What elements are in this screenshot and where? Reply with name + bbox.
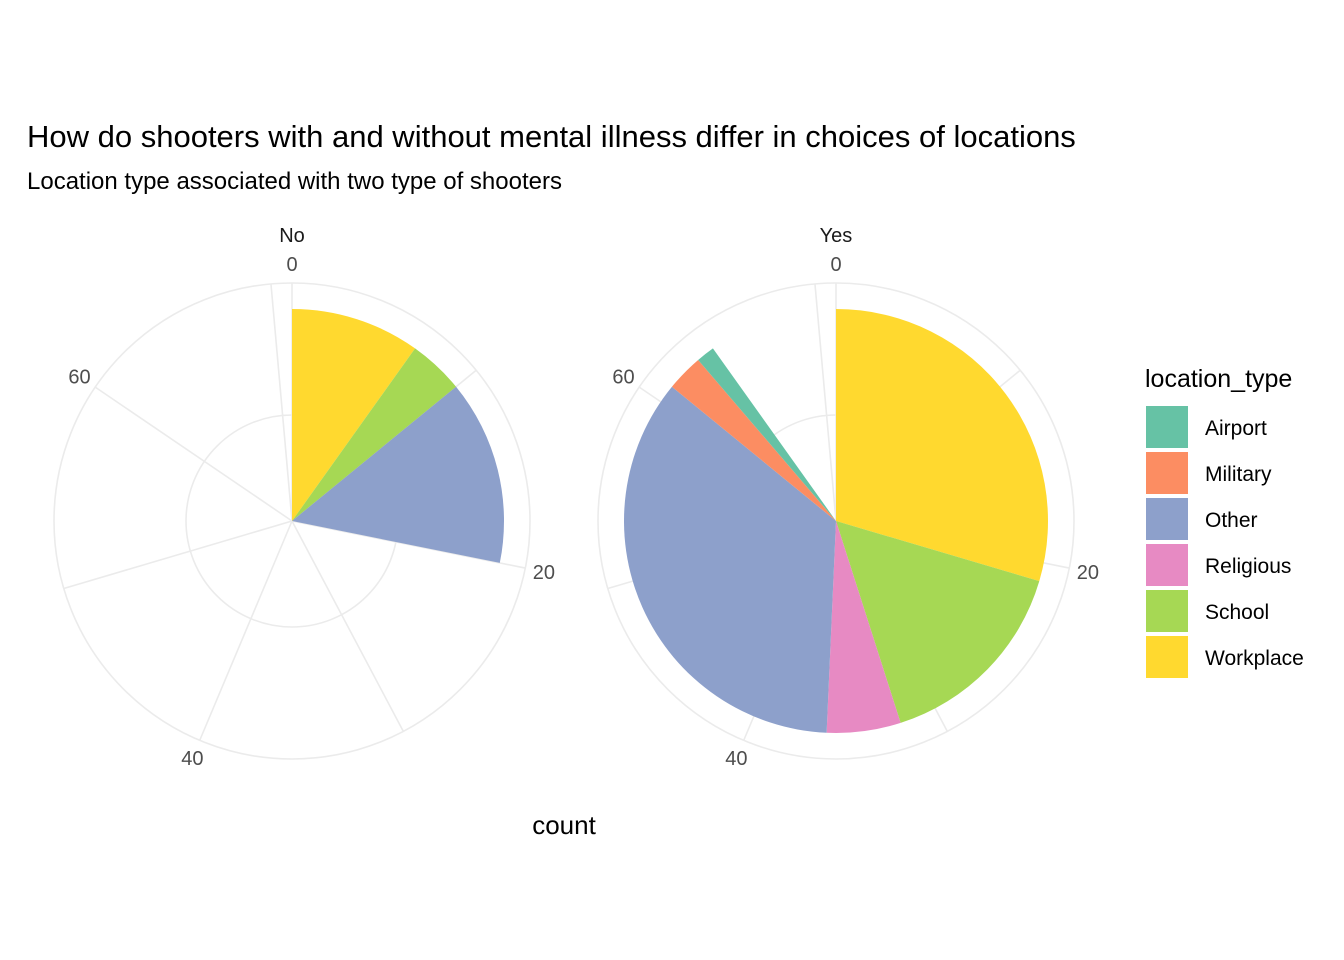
legend-label-workplace: Workplace <box>1205 647 1304 670</box>
theta-tick-label: 60 <box>68 366 90 388</box>
theta-tick-label: 40 <box>181 748 203 770</box>
grid-spoke <box>198 520 293 741</box>
legend-label-school: School <box>1205 601 1269 624</box>
legend-key-military <box>1146 452 1188 494</box>
slice-school <box>292 348 457 521</box>
slice-workplace <box>836 309 1049 582</box>
legend-label-religious: Religious <box>1205 555 1291 578</box>
slice-school <box>836 521 1040 723</box>
panel-yes: Yes 0 20 40 60 <box>597 225 1099 770</box>
legend-key-airport <box>1146 406 1188 448</box>
slice-airport <box>698 348 836 521</box>
theta-tick-label: 40 <box>725 748 747 770</box>
chart-title: How do shooters with and without mental … <box>27 119 1076 154</box>
slice-military <box>671 359 836 521</box>
theta-tick-label: 20 <box>533 562 555 584</box>
theta-tick-label: 60 <box>612 366 634 388</box>
theta-tick-label: 0 <box>830 254 841 276</box>
grid-spoke <box>291 520 405 732</box>
legend-label-airport: Airport <box>1205 417 1267 440</box>
theta-tick-label: 20 <box>1077 562 1099 584</box>
legend-key-religious <box>1146 544 1188 586</box>
grid-spoke <box>270 283 293 522</box>
legend-key-other <box>1146 498 1188 540</box>
legend-title: location_type <box>1145 365 1292 393</box>
legend: location_type Airport Military Other Religi… <box>1145 365 1304 678</box>
panel-label-yes: Yes <box>820 225 853 247</box>
slice-religious <box>826 521 901 733</box>
theta-tick-label: 0 <box>286 254 297 276</box>
x-axis-label: count <box>532 810 596 840</box>
slice-workplace <box>292 309 416 521</box>
legend-label-other: Other <box>1205 509 1258 532</box>
grid-spoke <box>94 386 293 522</box>
slice-other <box>623 386 836 733</box>
grid-spoke <box>814 283 837 522</box>
panel-label-no: No <box>279 225 305 247</box>
legend-label-military: Military <box>1205 463 1272 486</box>
panel-no: No 0 20 40 60 <box>53 225 555 770</box>
slice-other <box>292 386 504 563</box>
legend-key-workplace <box>1146 636 1188 678</box>
grid-spoke <box>63 520 293 590</box>
legend-key-school <box>1146 590 1188 632</box>
chart-subtitle: Location type associated with two type o… <box>27 168 562 195</box>
